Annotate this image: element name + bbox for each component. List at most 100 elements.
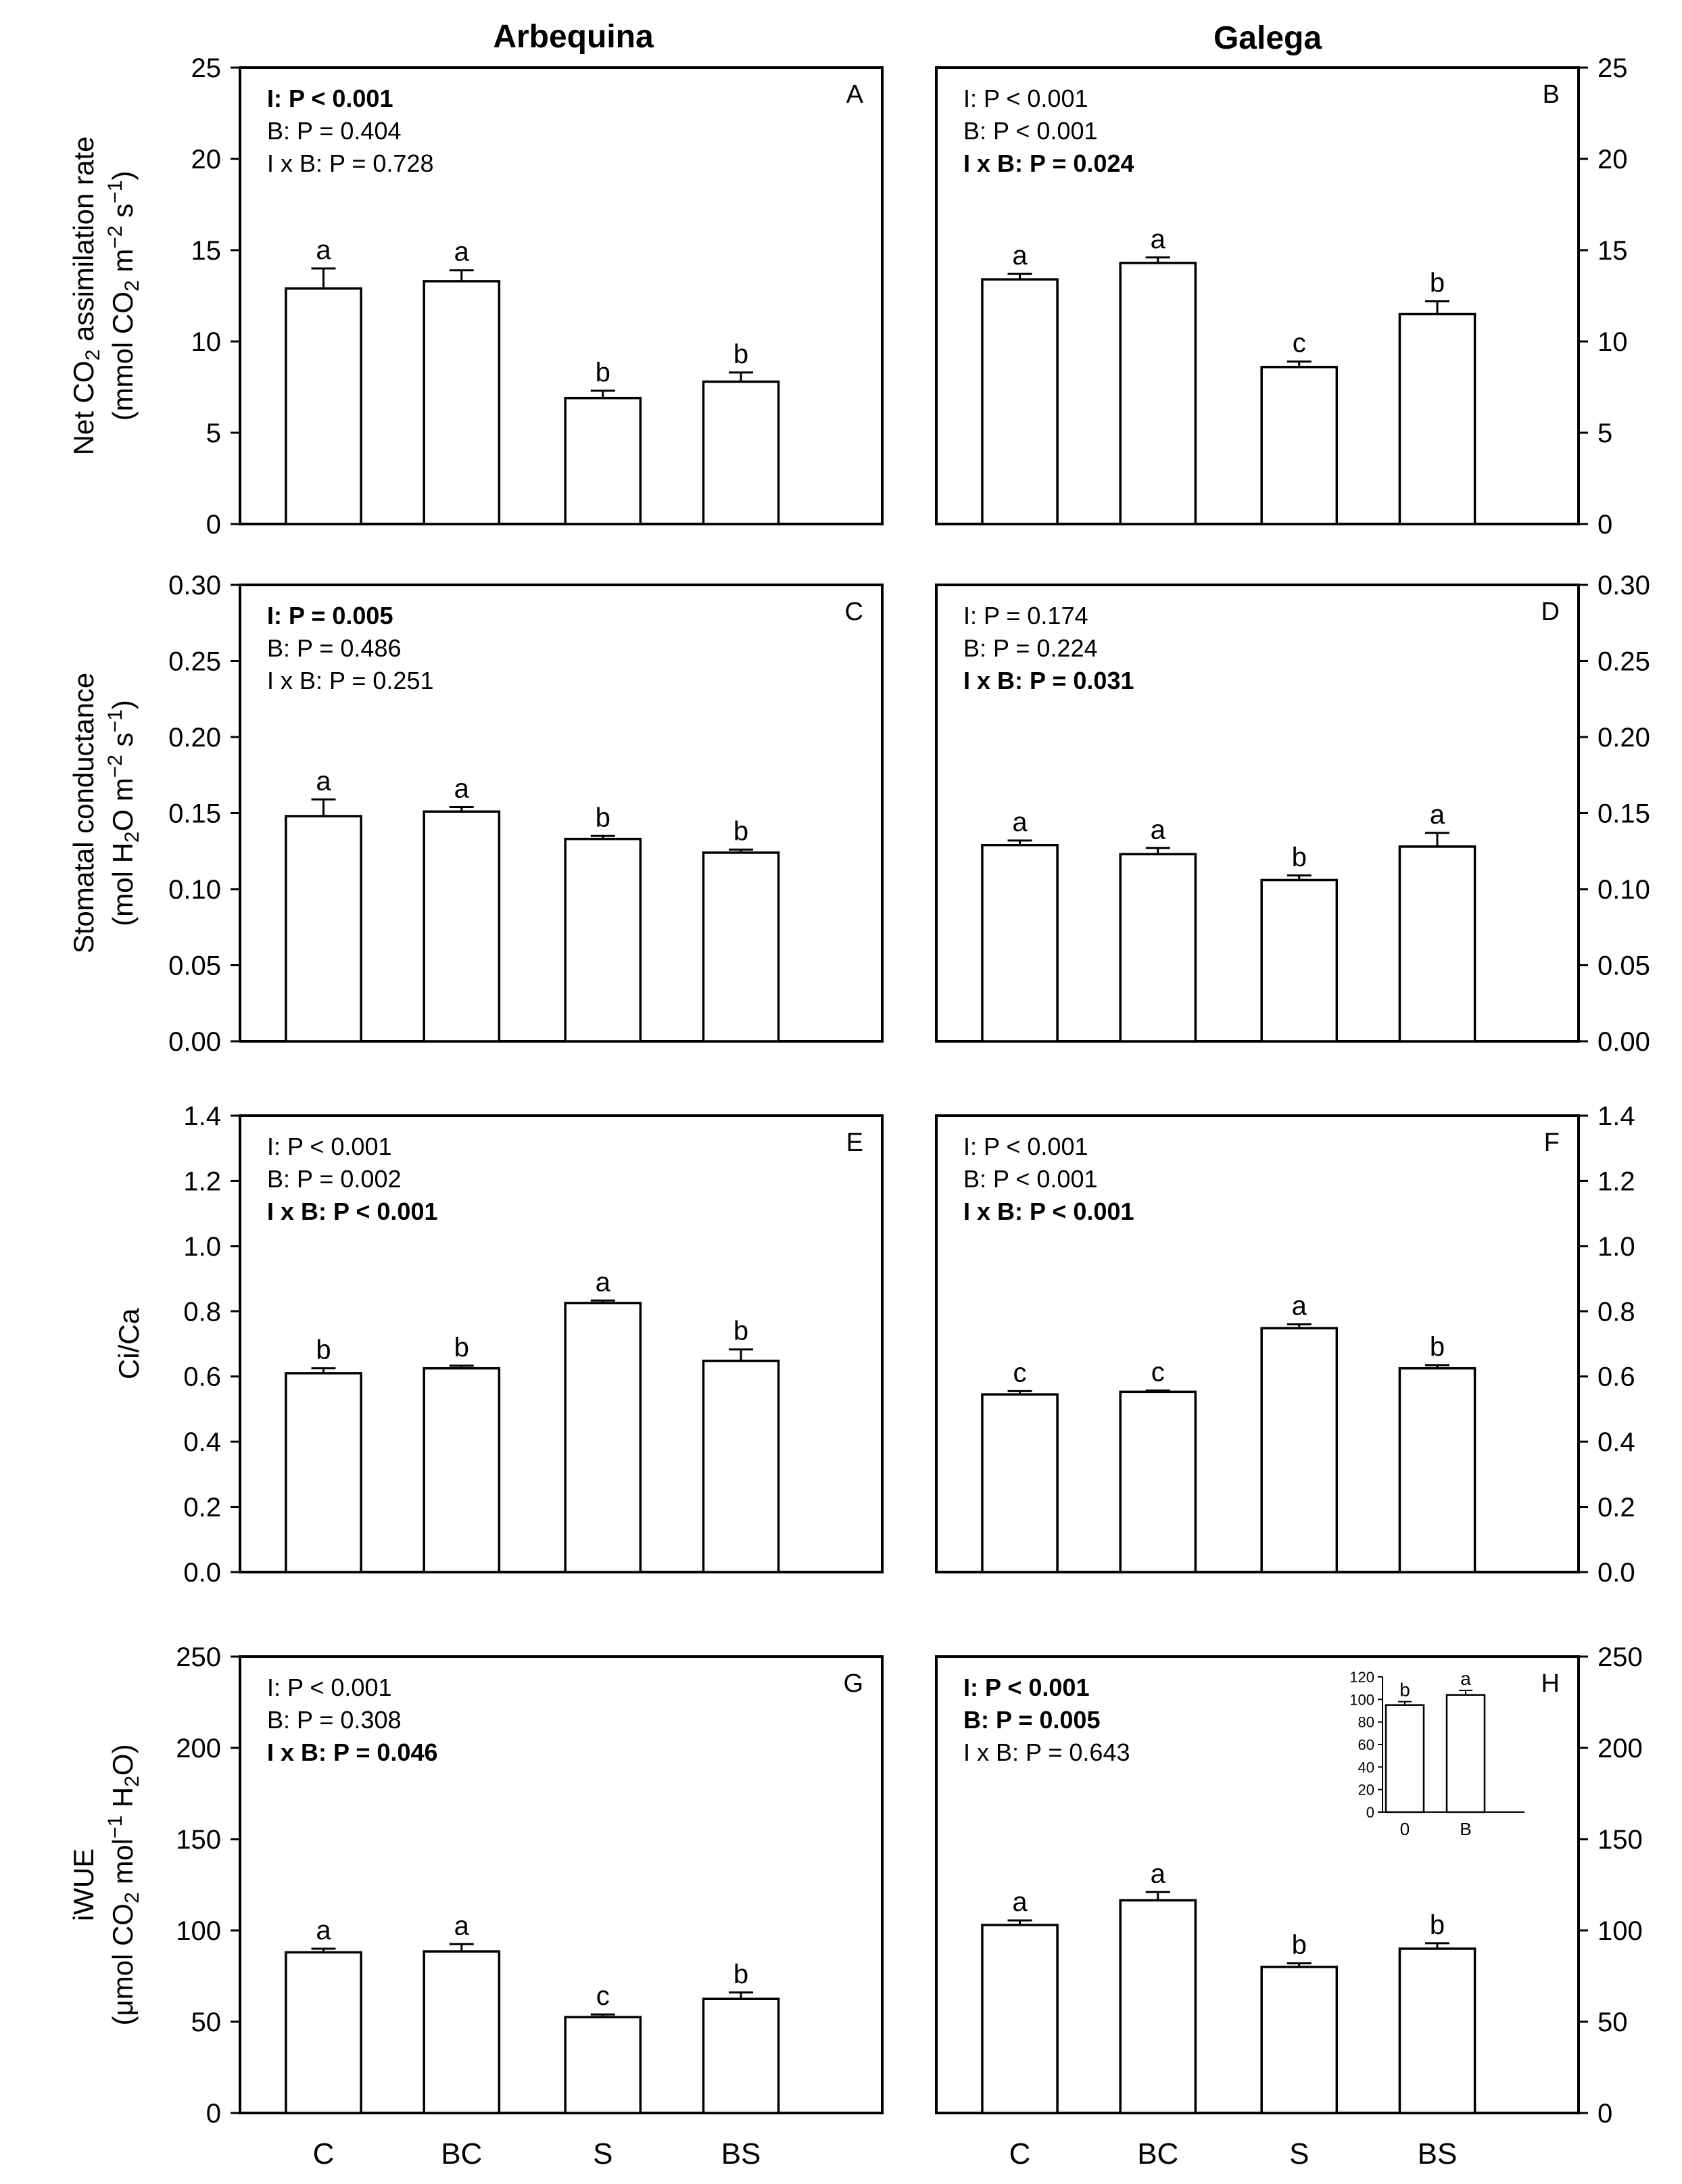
significance-letter: a [1012,241,1028,270]
panel-b: 0 5 10 15 20 25 B I: P < 0.001 B: P < 0.001 I x B… [935,53,1628,540]
y-axis-label: Stomatal conductance (mol H2O m−2 s−1) [68,673,143,954]
stat-line: I: P < 0.001 [963,1133,1088,1160]
x-tick-label: S [1289,2137,1309,2170]
stat-line: I: P < 0.001 [267,1673,391,1701]
stat-line: B: P < 0.001 [963,1165,1098,1193]
bar-c [285,815,362,1043]
y-axis-label: iWUE(μmol CO2 mol−1 H2O) [68,1744,143,2025]
stat-line: I x B: P = 0.728 [267,149,434,177]
y-tick-label: 0.30 [1597,571,1650,600]
y-tick-label: 10 [1597,327,1628,357]
y-tick-label: 0 [1597,2099,1612,2129]
plot-frame [935,1655,1580,2114]
stat-line: I: P < 0.001 [963,1673,1089,1701]
panel-e: 0.0 0.2 0.4 0.6 0.8 1.0 1.2 1.4 E I: P < 0.001 B: … [113,1101,884,1588]
y-axis-label: Ci/Ca [113,1308,145,1379]
significance-letter: b [1430,1332,1445,1362]
bar-s [564,2016,642,2114]
significance-letter: a [454,1911,470,1941]
bar-bc [423,1950,501,2114]
inset-significance-letter: b [1399,1680,1410,1701]
inset-x-tick-label: B [1460,1819,1471,1839]
y-tick-label: 5 [206,419,221,448]
y-tick-label: 0 [206,510,221,540]
bar-bc [423,280,501,525]
y-tick-label: 20 [191,145,222,174]
y-tick-label: 250 [176,1642,221,1672]
plot-frame [239,1114,884,1573]
panel-g: 0 50 100 150 200 250 G I: P < 0.001 B: P = 0.308… [68,1642,884,2170]
y-tick-label: 0.4 [1597,1427,1635,1457]
bar-c [981,1393,1059,1573]
bar-bs [702,380,780,525]
y-tick-label: 0.6 [183,1362,221,1392]
stat-line: I x B: P = 0.024 [963,149,1134,177]
plot-frame [239,66,884,525]
significance-letter: b [734,1316,748,1346]
panel-letter: E [846,1129,863,1157]
plot-frame [935,66,1580,525]
significance-letter: c [1013,1358,1027,1387]
y-tick-label: 0.05 [168,951,221,981]
y-tick-label: 25 [191,53,222,83]
significance-letter: a [454,237,470,267]
y-tick-label: 0.6 [1597,1362,1635,1392]
significance-letter: a [596,1267,611,1297]
x-tick-label: C [1009,2137,1031,2170]
y-tick-label: 0.15 [1597,799,1650,829]
stat-line: B: P < 0.001 [963,117,1098,145]
y-tick-label: 15 [1597,236,1628,266]
significance-letter: a [1012,807,1028,837]
significance-letter: b [1430,268,1445,298]
significance-letter: b [734,339,748,369]
inset-significance-letter: a [1460,1668,1471,1689]
significance-letter: b [1430,1910,1445,1940]
bar-c [981,844,1059,1043]
bar-s [564,838,642,1043]
stat-line: I x B: P = 0.031 [963,667,1134,694]
y-tick-label: 0.00 [1597,1027,1650,1057]
significance-letter: b [316,1335,331,1365]
y-tick-label: 1.2 [183,1166,221,1196]
stat-line: I: P < 0.001 [267,85,393,112]
x-tick-label: S [593,2137,612,2170]
bar-bc [423,810,501,1043]
x-tick-label: BS [1418,2137,1458,2170]
plot-frame [239,1655,884,2114]
significance-letter: b [734,817,748,847]
y-tick-label: 200 [176,1734,221,1763]
y-tick-label: 250 [1597,1642,1643,1672]
significance-letter: c [1151,1357,1165,1387]
inset-bar [1445,1694,1486,1813]
inset-bar [1385,1704,1425,1813]
y-tick-label: 100 [1597,1916,1643,1946]
bar-s [1260,1327,1339,1573]
bar-bc [1119,262,1197,525]
column-title-arbequina: Arbequina [493,19,654,55]
bar-c [981,1924,1059,2114]
bar-bc [1119,853,1197,1043]
bar-c [285,1372,362,1573]
y-tick-label: 1.4 [183,1101,221,1131]
plot-frame [935,1114,1580,1573]
inset-y-tick-label: 60 [1358,1736,1374,1753]
y-tick-label: 0.20 [168,723,221,753]
bar-bc [423,1367,501,1573]
y-tick-label: 0.0 [183,1558,221,1588]
bar-s [1260,878,1339,1043]
inset-chart: 0 20 40 60 80 100 120 b 0 a B [1349,1668,1524,1839]
y-tick-label: 50 [191,2008,222,2037]
y-tick-label: 10 [191,327,222,357]
bar-c [285,1951,362,2114]
y-tick-label: 0.10 [1597,875,1650,905]
significance-letter: b [1292,1930,1307,1960]
y-tick-label: 1.2 [1597,1166,1635,1196]
stat-line: I: P = 0.005 [267,602,393,630]
stat-line: I x B: P = 0.643 [963,1738,1130,1766]
y-tick-label: 150 [1597,1825,1643,1855]
stat-line: B: P = 0.404 [267,117,402,145]
y-tick-label: 0.25 [1597,647,1650,677]
stat-line: I x B: P < 0.001 [267,1197,438,1225]
y-tick-label: 0.2 [183,1493,221,1523]
stat-line: B: P = 0.308 [267,1706,402,1734]
